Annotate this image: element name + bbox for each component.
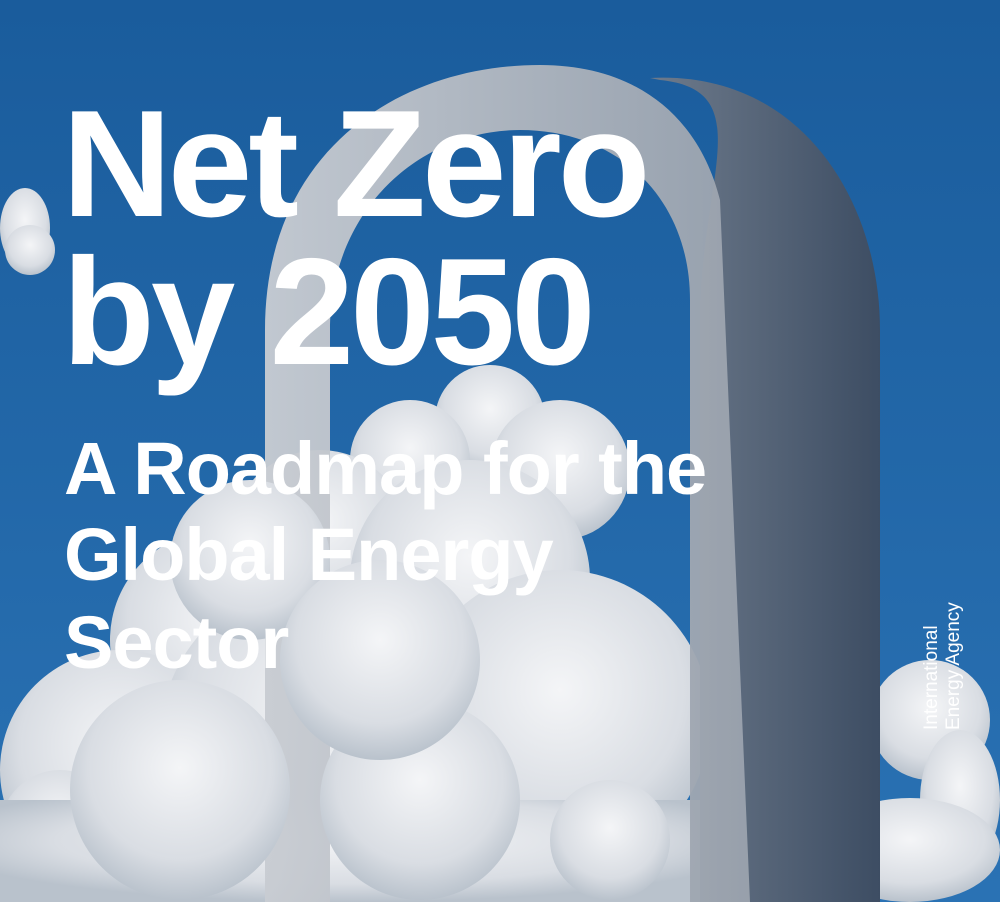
- publisher-line-2: Energy Agency: [943, 602, 964, 730]
- title-line-1: Net Zero: [62, 79, 651, 249]
- subtitle-line-3: Sector: [64, 601, 289, 684]
- publisher-name: International Energy Agency: [921, 550, 965, 730]
- title-line-2: by 2050: [62, 227, 596, 397]
- subtitle-line-2: Global Energy: [64, 513, 554, 596]
- subtitle-line-1: A Roadmap for the: [64, 427, 707, 510]
- publisher-line-1: International: [921, 625, 942, 730]
- arch-sculpture: [265, 65, 880, 902]
